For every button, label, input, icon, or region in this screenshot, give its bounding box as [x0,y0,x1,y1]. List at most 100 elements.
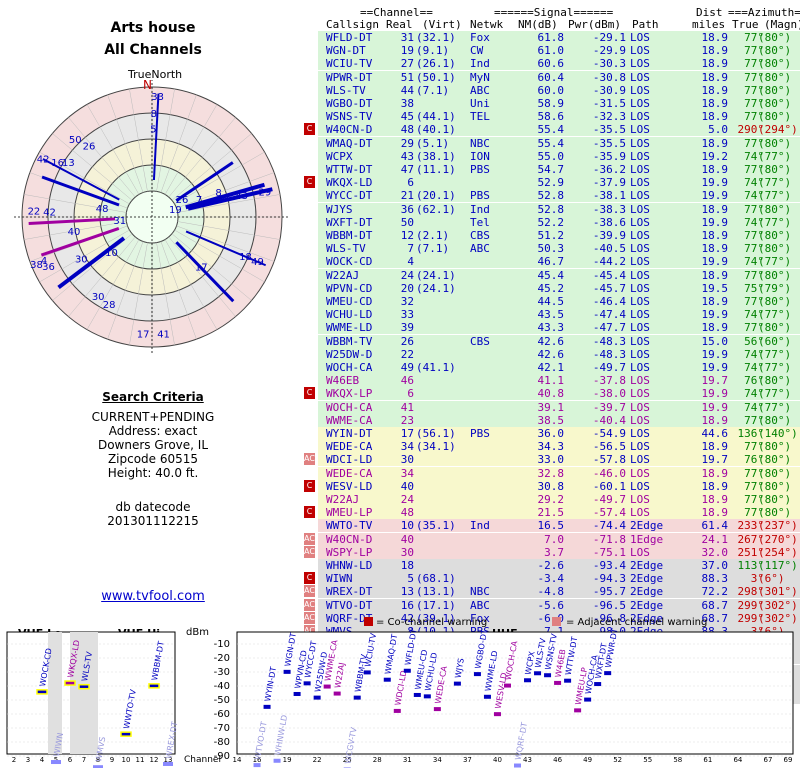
signal-bar[interactable] [604,671,612,676]
polar-spoke [168,236,236,317]
signal-bar[interactable] [283,669,291,674]
table-row[interactable]: WCHU-LD 33 43.5 -47.4 LOS 19.9 74° (77°) [318,308,800,322]
table-row[interactable]: WKQX-LD 6 52.9 -37.9 LOS 19.9 74° (77°) C [304,176,800,190]
table-row[interactable]: WBBM-DT 12 (2.1) CBS 51.2 -39.9 LOS 18.9 77° (80°… [318,229,800,242]
signal-bar[interactable] [524,678,532,683]
table-row[interactable]: WTTW-DT 47 (11.1) PBS 54.7 -36.2 LOS 18.9 77° (80… [318,163,800,176]
signal-bar[interactable] [574,708,582,713]
signal-bar[interactable] [493,712,501,717]
signal-bar[interactable] [534,671,542,676]
signal-bar[interactable] [584,697,592,702]
table-row[interactable]: WKQX-LP 6 40.8 -38.0 LOS 19.9 74° (77°) C [304,387,800,401]
signal-bar[interactable] [148,683,160,689]
table-row[interactable]: WEDE-CA 34 32.8 -46.0 LOS 18.9 77° (80°) [318,466,800,480]
signal-bar[interactable] [433,707,441,712]
table-row[interactable]: WSNS-TV 45 (44.1) TEL 58.6 -32.3 LOS 18.9 77° (80… [318,110,800,124]
table-row[interactable]: WYCC-DT 21 (20.1) PBS 52.8 -38.1 LOS 19.9 74° (77… [318,189,800,203]
signal-bar[interactable] [64,680,76,686]
table-row[interactable]: WSPY-LP 30 3.7 -75.1 LOS 32.0 251° (254°) AC [304,545,800,559]
table-row[interactable]: WLS-TV 7 (7.1) ABC 50.3 -40.5 LOS 18.9 77° (80°) [318,242,800,256]
cell-p: -30.8 [592,70,626,84]
signal-bar[interactable] [51,760,61,765]
signal-bar[interactable] [78,683,90,690]
table-row[interactable]: WCIU-TV 27 (26.1) Ind 60.6 -30.3 LOS 18.9 77° (80… [318,57,800,71]
cell-c: WXFT-DT [326,215,373,229]
table-row[interactable]: WDCI-LD 30 33.0 -57.8 LOS 19.7 76° (80°) AC [304,453,800,467]
table-row[interactable]: WJYS 36 (62.1) Ind 52.8 -38.3 LOS 18.9 77° (80°) [318,202,800,216]
signal-bar[interactable] [353,695,361,700]
table-row[interactable]: WHNW-LD 18 -2.6 -93.4 2Edge 37.0 113° (117°) [318,559,800,572]
table-row[interactable]: WGBO-DT 38 Uni 58.9 -31.5 LOS 18.9 77° (80°) [318,97,800,110]
polar-channel-label: 49 [251,257,264,268]
table-row[interactable]: WMEU-LP 48 21.5 -57.4 LOS 18.9 77° (80°) C [304,506,800,520]
table-row[interactable]: W25DW-D 22 42.6 -48.3 LOS 19.9 74° (77°) [318,347,800,361]
table-row[interactable]: WCPX 43 (38.1) ION 55.0 -35.9 LOS 19.2 74° (77°) [318,149,800,163]
table-row[interactable]: WOCH-CA 49 (41.1) 42.1 -49.7 LOS 19.9 74° (77°) [318,361,800,374]
signal-bar[interactable] [413,692,421,697]
table-row[interactable]: WWME-CA 23 38.5 -40.4 LOS 18.9 77° (80°) [318,413,800,427]
table-row[interactable]: WPWR-DT 51 (50.1) MyN 60.4 -30.8 LOS 18.9 77° (80… [318,70,800,84]
signal-bar[interactable] [514,763,522,768]
signal-bar[interactable] [120,731,132,737]
signal-bar[interactable] [503,683,511,688]
channel-tick: 67 [763,756,772,764]
table-row[interactable]: WWTO-TV 10 (35.1) Ind 16.5 -74.4 2Edge 61.4 233°… [318,519,800,533]
table-row[interactable]: WOCK-CD 4 46.7 -44.2 LOS 19.9 74° (77°) [318,255,800,269]
cell-path: LOS [630,374,650,388]
table-row[interactable]: W40CN-D 40 7.0 -71.8 1Edge 24.1 267° (270°) AC [304,532,800,546]
signal-bar[interactable] [93,765,103,768]
cell-n: PBS [470,427,490,440]
signal-bar[interactable] [554,680,562,685]
signal-bar[interactable] [423,694,431,699]
table-row[interactable]: WMEU-CD 32 44.5 -46.4 LOS 18.9 77° (80°) [318,295,800,308]
cell-nm: 55.4 [537,123,565,137]
cell-c: WWTO-TV [326,519,373,533]
table-row[interactable]: WMAQ-DT 29 (5.1) NBC 55.4 -35.5 LOS 18.9 77° (80°… [318,136,800,150]
cell-d: 32.0 [701,545,729,559]
table-row[interactable]: WWME-LD 39 43.3 -47.7 LOS 18.9 77° (80°) [318,321,800,335]
table-row[interactable]: WTVO-DT 16 (17.1) ABC -5.6 -96.5 2Edge 68.7 299°… [304,598,800,612]
signal-bar[interactable] [544,673,552,678]
criteria-line: Height: 40.0 ft. [107,466,199,480]
cell-t: 267° [737,532,765,546]
table-row[interactable]: WESV-LD 40 30.8 -60.1 LOS 18.9 77° (80°) C [304,479,800,493]
table-row[interactable]: W46EB 46 41.1 -37.8 LOS 19.7 76° (80°) [318,374,800,388]
signal-bar[interactable] [313,695,321,700]
cell-n: PBS [470,163,490,176]
signal-bar[interactable] [594,682,602,687]
signal-bar[interactable] [293,691,301,696]
tvfool-link[interactable]: www.tvfool.com [101,589,205,604]
table-row[interactable]: WBBM-TV 26 CBS 42.6 -48.3 LOS 15.0 56° (60°) [318,334,800,348]
signal-bar[interactable] [323,684,331,689]
table-row[interactable]: W22AJ 24 (24.1) 45.4 -45.4 LOS 18.9 77° (80°) [318,268,800,282]
signal-bar[interactable] [273,758,281,763]
table-row[interactable]: WFLD-DT 31 (32.1) Fox 61.8 -29.1 LOS 18.9 77° (80… [318,31,800,44]
table-row[interactable]: W22AJ 24 29.2 -49.7 LOS 18.9 77° (80°) [318,493,800,506]
signal-bar[interactable] [36,689,48,695]
table-row[interactable]: WREX-DT 13 (13.1) NBC -4.8 -95.7 2Edge 72.2 298°… [304,585,800,599]
table-row[interactable]: W40CN-D 48 (40.1) 55.4 -35.5 LOS 5.0 290° (294°)… [304,123,800,137]
table-row[interactable]: WPVN-CD 20 (24.1) 45.2 -45.7 LOS 19.5 75° (79°) [318,281,800,295]
signal-bar[interactable] [163,761,173,766]
table-row[interactable]: WEDE-CA 34 (34.1) 34.3 -56.5 LOS 18.9 77° (80°) [318,440,800,454]
signal-bar[interactable] [483,694,491,699]
signal-bar[interactable] [564,678,572,683]
table-row[interactable]: WLS-TV 44 (7.1) ABC 60.0 -30.9 LOS 18.9 77° (80°) [318,83,800,97]
table-row[interactable]: WYIN-DT 17 (56.1) PBS 36.0 -54.9 LOS 44.6 136° (1… [318,427,800,440]
table-row[interactable]: WGN-DT 19 (9.1) CW 61.0 -29.9 LOS 18.9 77° (80°) [318,44,800,58]
signal-bar[interactable] [363,670,371,675]
signal-bar[interactable] [263,704,271,709]
signal-bar[interactable] [333,691,341,696]
signal-bar[interactable] [473,672,481,677]
signal-bar[interactable] [453,681,461,686]
table-row[interactable]: WXFT-DT 50 Tel 52.2 -38.6 LOS 19.9 74° (77°) [318,215,800,229]
table-row[interactable]: WOCH-CA 41 39.1 -39.7 LOS 19.9 74° (77°) [318,400,800,414]
signal-bar[interactable] [403,668,411,673]
cell-path: 2Edge [630,611,664,625]
polar-channel-label: 36 [42,262,55,273]
signal-bar[interactable] [253,763,261,768]
signal-bar[interactable] [393,708,401,713]
signal-bar[interactable] [303,681,311,686]
signal-bar[interactable] [383,677,391,682]
table-row[interactable]: WIWN 5 (68.1) -3.4 -94.3 2Edge 88.3 3° (6°) C [304,572,800,586]
